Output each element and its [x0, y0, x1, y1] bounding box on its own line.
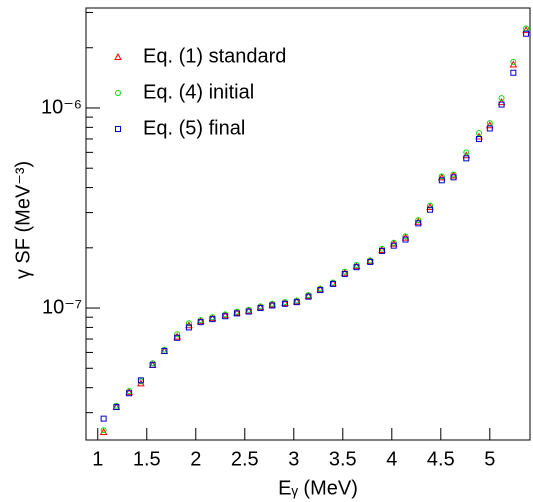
legend-marker [115, 126, 121, 132]
data-point [137, 377, 144, 384]
data-point [292, 297, 301, 305]
x-tick-label: 4 [386, 448, 397, 470]
data-point [426, 202, 434, 210]
data-point [185, 324, 192, 331]
data-point [415, 217, 422, 224]
data-point [174, 331, 181, 338]
data-point [438, 177, 445, 184]
data-point [161, 347, 168, 354]
data-point [402, 233, 409, 240]
y-axis-label: γ SF (MeV⁻³) [12, 161, 34, 279]
data-point [197, 319, 204, 326]
data-point [304, 291, 313, 299]
data-point [402, 236, 409, 243]
data-point [498, 95, 505, 102]
data-point [341, 270, 348, 277]
data-point [438, 173, 445, 180]
data-point [510, 69, 517, 76]
x-tick-label: 5 [484, 448, 495, 470]
data-point [366, 256, 375, 264]
data-point [208, 314, 217, 322]
data-point [437, 173, 446, 181]
data-point [329, 279, 337, 287]
data-point [125, 388, 133, 396]
data-point [379, 247, 385, 254]
data-point [281, 298, 289, 306]
data-point [523, 30, 530, 37]
data-point [257, 305, 264, 312]
data-point [378, 245, 386, 254]
data-point [149, 361, 156, 368]
y-tick-label: 10⁻⁶ [41, 96, 82, 118]
x-tick-label: 1.5 [133, 448, 161, 470]
data-point [100, 427, 107, 434]
x-tick-label: 3 [288, 448, 299, 470]
data-point [233, 310, 240, 317]
data-point [269, 302, 276, 309]
data-point [268, 300, 277, 308]
data-point [476, 135, 483, 142]
x-tick-label: 4.5 [427, 448, 455, 470]
data-point [415, 220, 422, 227]
legend-label: Eq. (4) initial [143, 81, 254, 103]
data-point [427, 202, 434, 209]
data-point [233, 308, 241, 316]
y-tick-label: 10⁻⁷ [42, 296, 82, 318]
data-point [486, 125, 493, 132]
x-axis-label: Eᵧ (MeV) [278, 477, 358, 499]
x-tick-label: 2 [190, 448, 201, 470]
data-point [293, 299, 300, 306]
data-point [414, 217, 423, 225]
data-point [462, 151, 471, 159]
data-point [427, 206, 434, 213]
data-point [352, 262, 361, 270]
data-point [185, 320, 192, 327]
data-point [256, 303, 265, 311]
data-point [113, 404, 120, 411]
data-point [221, 311, 230, 319]
data-point [353, 264, 360, 271]
data-point [463, 149, 470, 156]
data-point [196, 317, 205, 325]
data-point [498, 101, 505, 108]
x-tick-label: 1 [92, 448, 103, 470]
data-point [126, 390, 133, 397]
legend-marker [115, 90, 121, 96]
x-tick-label: 3.5 [329, 448, 357, 470]
data-point [476, 129, 483, 136]
data-point [450, 174, 457, 181]
data-point [222, 313, 229, 320]
legend-label: Eq. (5) final [143, 117, 245, 139]
data-point [245, 308, 252, 315]
data-point [174, 334, 181, 341]
data-point [281, 300, 288, 307]
x-tick-label: 2.5 [231, 448, 259, 470]
data-point [316, 285, 325, 293]
data-point [305, 293, 312, 300]
data-point [390, 242, 397, 249]
data-point [317, 287, 324, 294]
plot-frame [85, 7, 531, 441]
data-point [510, 58, 517, 65]
data-point [329, 280, 336, 287]
data-point [209, 316, 216, 323]
data-point [244, 306, 253, 314]
data-point [463, 155, 470, 162]
legend-marker [114, 52, 122, 60]
legend-label: Eq. (1) standard [143, 45, 286, 67]
data-point [340, 268, 349, 276]
data-point [367, 258, 374, 265]
data-point [100, 415, 107, 422]
